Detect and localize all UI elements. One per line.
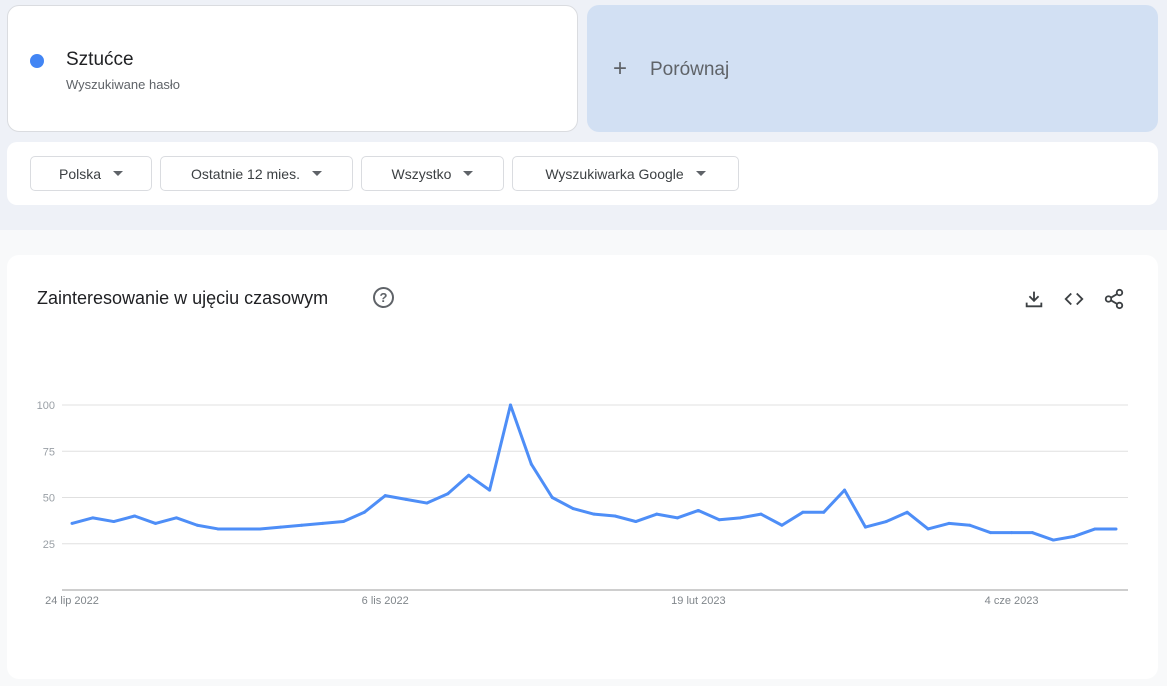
data-point: [446, 492, 450, 496]
data-point: [696, 508, 700, 512]
filters-bar: Polska Ostatnie 12 mies. Wszystko Wyszuk…: [7, 142, 1158, 205]
data-point: [843, 488, 847, 492]
data-point: [863, 525, 867, 529]
term-name: Sztućce: [66, 49, 134, 70]
data-point: [425, 501, 429, 505]
filter-label: Polska: [58, 165, 102, 182]
data-point: [989, 531, 993, 535]
data-point: [174, 516, 178, 520]
filter-label: Wszystko: [391, 165, 452, 182]
data-point: [655, 512, 659, 516]
caret-down-icon: [695, 171, 706, 176]
data-point: [404, 497, 408, 501]
data-point: [822, 510, 826, 514]
interest-over-time-card: Zainteresowanie w ujęciu czasowym ?: [7, 255, 1158, 679]
data-point: [321, 521, 325, 525]
data-point: [926, 527, 930, 531]
data-point: [571, 507, 575, 511]
filter-region[interactable]: Polska: [30, 156, 152, 191]
data-point: [467, 473, 471, 477]
term-subtitle: Wyszukiwane hasło: [66, 77, 181, 92]
data-point: [884, 520, 888, 524]
caret-down-icon: [463, 171, 474, 176]
data-point: [529, 462, 533, 466]
data-point: [905, 510, 909, 514]
plus-icon: +: [613, 55, 628, 82]
term-color-dot: [30, 54, 44, 68]
data-point: [70, 521, 74, 525]
caret-down-icon: [311, 171, 322, 176]
data-point: [613, 514, 617, 518]
y-tick-label: 75: [43, 446, 55, 458]
data-point: [968, 523, 972, 527]
filter-label: Wyszukiwarka Google: [545, 165, 684, 182]
data-point: [1093, 527, 1097, 531]
data-point: [362, 510, 366, 514]
download-icon[interactable]: [1023, 288, 1045, 310]
y-tick-label: 25: [43, 539, 55, 551]
data-point: [300, 523, 304, 527]
data-point: [91, 516, 95, 520]
data-point: [801, 510, 805, 514]
compare-button[interactable]: + Porównaj: [587, 5, 1158, 132]
data-point: [237, 527, 241, 531]
data-point: [216, 527, 220, 531]
data-point: [676, 516, 680, 520]
x-tick-label: 6 lis 2022: [362, 595, 409, 607]
data-point: [1114, 527, 1118, 531]
caret-down-icon: [113, 171, 124, 176]
card-title: Zainteresowanie w ujęciu czasowym: [37, 288, 329, 308]
data-point: [947, 521, 951, 525]
data-point: [383, 494, 387, 498]
data-point: [508, 403, 512, 407]
x-tick-label: 4 cze 2023: [985, 595, 1039, 607]
series-line: [71, 403, 1116, 542]
help-icon[interactable]: ?: [373, 287, 394, 308]
y-tick-label: 50: [43, 493, 55, 505]
data-point: [592, 512, 596, 516]
data-point: [759, 512, 763, 516]
x-tick-label: 24 lip 2022: [45, 595, 99, 607]
data-point: [780, 523, 784, 527]
data-point: [258, 527, 262, 531]
data-point: [112, 520, 116, 524]
filter-source[interactable]: Wyszukiwarka Google: [512, 156, 739, 191]
compare-label: Porównaj: [650, 59, 730, 80]
x-tick-label: 19 lut 2023: [671, 595, 725, 607]
data-point: [279, 525, 283, 529]
data-point: [634, 520, 638, 524]
embed-icon[interactable]: [1063, 288, 1085, 310]
data-point: [154, 521, 158, 525]
filter-category[interactable]: Wszystko: [361, 156, 504, 191]
data-point: [1051, 538, 1055, 542]
filter-time[interactable]: Ostatnie 12 mies.: [160, 156, 353, 191]
data-point: [550, 496, 554, 499]
data-point: [1030, 531, 1034, 535]
share-icon[interactable]: [1103, 288, 1125, 310]
data-point: [195, 523, 199, 527]
data-point: [717, 518, 721, 522]
data-point: [341, 520, 345, 524]
data-point: [1010, 531, 1014, 535]
data-point: [738, 516, 742, 520]
filter-label: Ostatnie 12 mies.: [191, 165, 300, 182]
data-point: [1072, 534, 1076, 538]
data-point: [133, 514, 137, 518]
data-point: [488, 488, 492, 492]
search-term-card[interactable]: Sztućce Wyszukiwane hasło: [7, 5, 578, 132]
y-tick-label: 100: [37, 400, 55, 412]
